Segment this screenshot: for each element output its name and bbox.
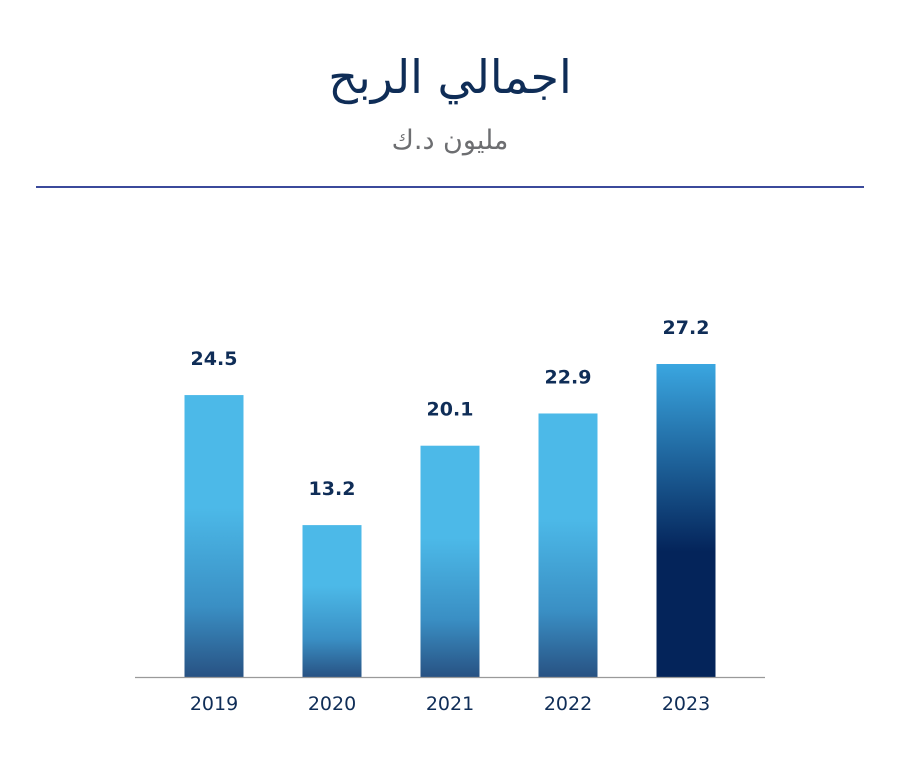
bar-2021: [420, 445, 480, 677]
chart-title: اجمالي الربح: [328, 50, 572, 104]
bar-2019: [184, 395, 244, 677]
bars-group: [184, 364, 716, 677]
bar-2023: [656, 364, 716, 677]
bar-2020: [302, 525, 362, 677]
value-label-2021: 20.1: [427, 399, 474, 421]
value-label-2023: 27.2: [663, 317, 710, 339]
chart-subtitle: مليون د.ك: [391, 125, 509, 156]
x-tick-label-2023: 2023: [662, 693, 710, 715]
header-divider: [36, 186, 864, 188]
x-tick-labels-group: 2019 2020 2021 2022 2023: [190, 693, 710, 715]
value-label-2020: 13.2: [309, 478, 356, 500]
x-tick-label-2019: 2019: [190, 693, 238, 715]
value-labels-group: 24.5 13.2 20.1 22.9 27.2: [191, 317, 710, 500]
x-tick-label-2022: 2022: [544, 693, 592, 715]
x-tick-label-2020: 2020: [308, 693, 356, 715]
x-tick-label-2021: 2021: [426, 693, 474, 715]
value-label-2022: 22.9: [545, 366, 592, 388]
value-label-2019: 24.5: [191, 348, 238, 370]
bar-2022: [538, 413, 598, 677]
